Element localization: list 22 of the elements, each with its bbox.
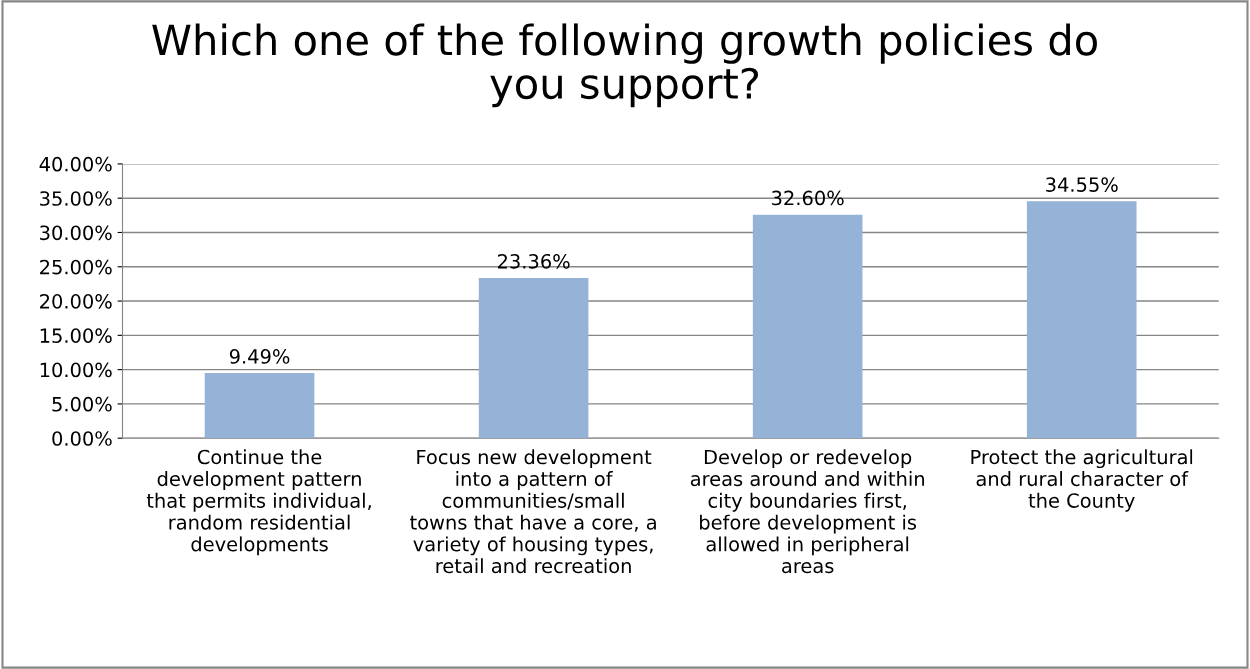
y-tick-label: 5.00% xyxy=(52,396,112,412)
y-tick-label: 40.00% xyxy=(39,156,112,172)
bar xyxy=(752,214,863,439)
y-tick-label: 30.00% xyxy=(40,225,112,241)
y-tick-label: 25.00% xyxy=(40,259,112,275)
x-tick-label: Protect the agricultural and rural character of the County xyxy=(971,449,1193,512)
y-tick-label: 20.00% xyxy=(40,294,112,309)
y-tick-label: 0.00% xyxy=(52,431,112,446)
bar xyxy=(1026,201,1137,439)
bar xyxy=(478,278,589,439)
data-label: 23.36% xyxy=(497,253,570,269)
x-tick-label: Develop or redevelop areas around and within city boundaries first, before development is allowed in peripheral areas xyxy=(690,449,924,574)
data-label: 34.55% xyxy=(1046,177,1118,192)
x-tick-label: Focus new development into a pattern of communities/small towns that have a core, a variety of housing types, retail and recreation xyxy=(410,449,656,574)
y-tick-label: 35.00% xyxy=(40,191,112,206)
y-tick-label: 15.00% xyxy=(40,328,112,343)
data-label: 32.60% xyxy=(772,190,844,206)
x-tick-label: Continue the development pattern that permits individual, random residential developments xyxy=(146,449,371,556)
bar xyxy=(204,373,315,439)
data-label: 9.49% xyxy=(229,349,290,364)
y-tick-label: 10.00% xyxy=(40,362,112,378)
chart-title: Which one of the following growth policies do you support? xyxy=(152,23,1097,108)
